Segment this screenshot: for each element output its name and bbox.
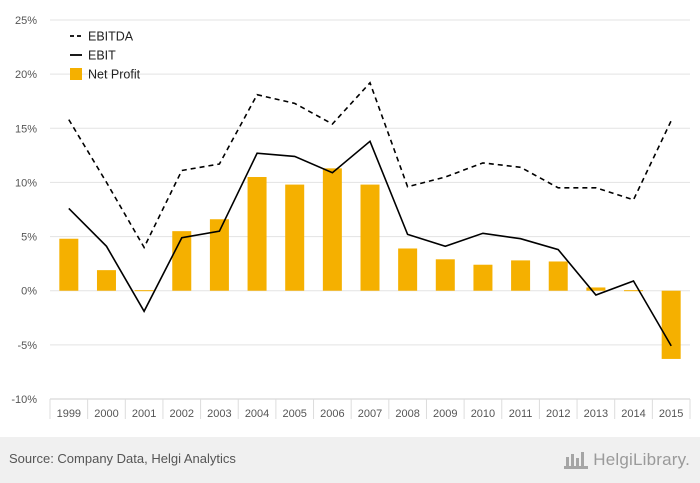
- x-tick-label: 1999: [57, 408, 81, 420]
- x-tick-label: 2010: [471, 408, 495, 420]
- x-tick-label: 2000: [94, 408, 118, 420]
- net-profit-bars: [59, 168, 681, 359]
- x-tick-label: 2007: [358, 408, 382, 420]
- footer: Source: Company Data, Helgi Analytics He…: [0, 437, 700, 483]
- brand: HelgiLibrary.: [563, 447, 690, 473]
- legend-label-ebit: EBIT: [88, 49, 116, 63]
- net-profit-bar: [134, 290, 154, 292]
- y-tick-label: 0%: [21, 286, 37, 298]
- y-tick-label: -5%: [17, 340, 37, 352]
- net-profit-bar: [96, 270, 116, 291]
- net-profit-bar: [360, 184, 380, 291]
- net-profit-bar: [548, 261, 568, 291]
- x-tick-label: 2004: [245, 408, 269, 420]
- legend-swatch-net-profit: [70, 68, 82, 80]
- x-tick-label: 2015: [659, 408, 683, 420]
- x-axis: 1999 2000 2001 2002 2003 2004 2005 2006 2007 2008…: [49, 398, 691, 420]
- legend-label-net-profit: Net Profit: [88, 68, 141, 82]
- y-tick-label: 5%: [21, 232, 37, 244]
- lines: [68, 81, 672, 347]
- y-tick-label: 15%: [15, 123, 37, 135]
- x-tick-label: 2001: [132, 408, 156, 420]
- x-tick-label: 2006: [320, 408, 344, 420]
- net-profit-bar: [435, 259, 455, 291]
- net-profit-bar: [661, 290, 681, 359]
- x-tick-label: 2003: [207, 408, 231, 420]
- net-profit-bar: [586, 287, 606, 291]
- x-tick-label: 2005: [282, 408, 306, 420]
- net-profit-bar: [247, 177, 267, 291]
- legend: EBITDA EBIT Net Profit: [70, 30, 141, 82]
- net-profit-bar: [624, 290, 644, 292]
- x-tick-label: 2009: [433, 408, 457, 420]
- x-tick-label: 2012: [546, 408, 570, 420]
- x-tick-label: 2013: [584, 408, 608, 420]
- net-profit-bar: [473, 264, 493, 291]
- net-profit-bar: [172, 231, 192, 291]
- x-tick-label: 2014: [621, 408, 645, 420]
- y-tick-label: 20%: [15, 69, 37, 81]
- x-tick-label: 2002: [170, 408, 194, 420]
- source-note: Source: Company Data, Helgi Analytics: [9, 451, 236, 466]
- ebitda-line: [68, 81, 672, 250]
- library-logo-icon: [564, 452, 589, 469]
- net-profit-bar: [398, 248, 418, 291]
- x-tick-label: 2008: [395, 408, 419, 420]
- legend-label-ebitda: EBITDA: [88, 30, 134, 44]
- y-tick-label: 25%: [15, 15, 37, 27]
- net-profit-bar: [59, 238, 79, 291]
- net-profit-bar: [209, 219, 229, 291]
- net-profit-bar: [322, 168, 342, 291]
- x-tick-label: 2011: [509, 408, 533, 420]
- y-tick-label: 10%: [15, 177, 37, 189]
- net-profit-bar: [285, 184, 305, 291]
- y-tick-label: -10%: [11, 394, 37, 406]
- chart: 25% 20% 15% 10% 5% 0% -5% -10% 1999 2000 2001 2002…: [11, 15, 691, 420]
- y-axis: 25% 20% 15% 10% 5% 0% -5% -10%: [11, 15, 37, 406]
- brand-name: HelgiLibrary.: [593, 450, 690, 469]
- net-profit-bar: [511, 260, 531, 291]
- ebit-line: [68, 139, 672, 347]
